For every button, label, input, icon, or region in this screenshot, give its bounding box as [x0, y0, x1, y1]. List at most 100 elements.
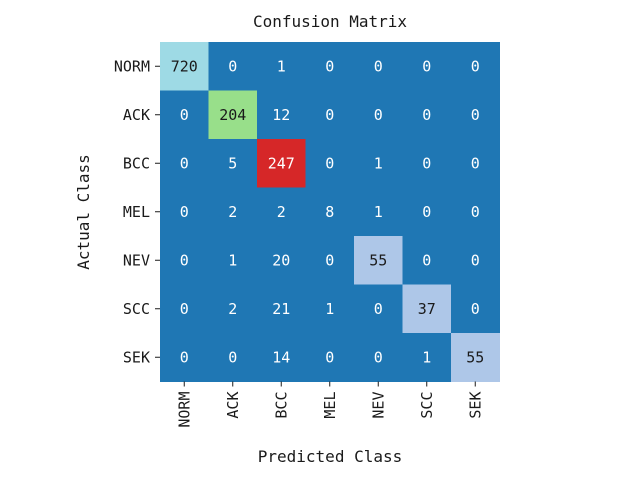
- heatmap-cell-6-4: [354, 333, 403, 382]
- heatmap-cell-3-0: [160, 187, 209, 237]
- cell-value-1-3: 0: [325, 106, 334, 124]
- heatmap-cell-2-0: [160, 139, 209, 188]
- x-tick-label-5: SCC: [418, 392, 436, 419]
- heatmap-cell-6-5: [402, 333, 452, 382]
- heatmap-cell-1-0: [160, 90, 209, 140]
- heatmap-cell-4-3: [305, 236, 355, 285]
- y-tick-label-4: NEV: [123, 251, 150, 269]
- cell-value-5-1: 2: [228, 300, 237, 318]
- cell-value-6-2: 14: [272, 348, 290, 366]
- heatmap-cell-5-1: [208, 284, 258, 334]
- heatmap-cell-6-1: [208, 333, 258, 382]
- cell-value-5-5: 37: [418, 300, 436, 318]
- heatmap-cell-3-1: [208, 187, 258, 237]
- heatmap-cell-3-4: [354, 187, 403, 237]
- cell-value-1-1: 204: [219, 106, 246, 124]
- cell-value-3-2: 2: [277, 203, 286, 221]
- cell-value-0-5: 0: [422, 57, 431, 75]
- heatmap-cell-2-3: [305, 139, 355, 188]
- y-axis-label: Actual Class: [74, 154, 93, 270]
- heatmap-cell-2-6: [451, 139, 500, 188]
- cell-value-1-2: 12: [272, 106, 290, 124]
- heatmap-cell-4-0: [160, 236, 209, 285]
- heatmap-cell-0-4: [354, 42, 403, 91]
- cell-value-0-0: 720: [171, 57, 198, 75]
- heatmap-cell-2-2: [257, 139, 306, 188]
- x-tick-label-1: ACK: [224, 392, 242, 419]
- cell-value-3-3: 8: [325, 203, 334, 221]
- cell-value-2-6: 0: [471, 154, 480, 172]
- x-tick-label-0: NORM: [175, 392, 193, 428]
- heatmap-cell-1-6: [451, 90, 500, 140]
- cell-value-6-3: 0: [325, 348, 334, 366]
- heatmap-cells: 720 0 1 0 0 0 00 204 12 0 0 0 00 5 247 0 1 0 00 2 2 8 1 0 00 1 20 0…: [160, 42, 500, 382]
- cell-value-1-0: 0: [180, 106, 189, 124]
- heatmap-cell-1-1: [208, 90, 258, 140]
- y-tick-label-6: SEK: [123, 348, 150, 366]
- heatmap-cell-6-2: [257, 333, 306, 382]
- heatmap-cell-6-6: [451, 333, 500, 382]
- heatmap-cell-4-2: [257, 236, 306, 285]
- cell-value-5-6: 0: [471, 300, 480, 318]
- cell-value-3-5: 0: [422, 203, 431, 221]
- heatmap-cell-5-5: [402, 284, 452, 334]
- heatmap-cell-0-6: [451, 42, 500, 91]
- cell-value-4-2: 20: [272, 251, 290, 269]
- cell-value-3-4: 1: [374, 203, 383, 221]
- cell-value-3-6: 0: [471, 203, 480, 221]
- heatmap-cell-0-5: [402, 42, 452, 91]
- cell-value-0-1: 0: [228, 57, 237, 75]
- y-tick-label-3: MEL: [123, 203, 150, 221]
- y-tick-label-0: NORM: [114, 57, 150, 75]
- heatmap-cell-3-2: [257, 187, 306, 237]
- y-axis-ticks: NORM ACK BCC MEL NEV SCC SEK: [114, 57, 160, 366]
- heatmap-cell-5-3: [305, 284, 355, 334]
- cell-value-1-5: 0: [422, 106, 431, 124]
- cell-value-6-4: 0: [374, 348, 383, 366]
- heatmap-cell-1-2: [257, 90, 306, 140]
- heatmap-cell-5-0: [160, 284, 209, 334]
- x-tick-label-2: BCC: [272, 392, 290, 419]
- cell-value-6-6: 55: [466, 348, 484, 366]
- heatmap-cell-0-2: [257, 42, 306, 91]
- y-tick-label-1: ACK: [123, 106, 150, 124]
- cell-value-5-0: 0: [180, 300, 189, 318]
- x-axis-ticks: NORM ACK BCC MEL NEV SCC SEK: [175, 381, 484, 428]
- heatmap-cell-1-4: [354, 90, 403, 140]
- cell-value-6-1: 0: [228, 348, 237, 366]
- heatmap-cell-5-4: [354, 284, 403, 334]
- cell-value-2-2: 247: [268, 154, 295, 172]
- heatmap-cell-6-0: [160, 333, 209, 382]
- cell-value-2-4: 1: [374, 154, 383, 172]
- x-tick-label-4: NEV: [369, 392, 387, 419]
- x-tick-label-3: MEL: [321, 392, 339, 419]
- y-tick-label-2: BCC: [123, 154, 150, 172]
- heatmap-cell-4-1: [208, 236, 258, 285]
- heatmap-cell-3-5: [402, 187, 452, 237]
- cell-value-0-4: 0: [374, 57, 383, 75]
- cell-value-2-3: 0: [325, 154, 334, 172]
- heatmap-cell-0-1: [208, 42, 258, 91]
- cell-value-3-0: 0: [180, 203, 189, 221]
- cell-value-5-4: 0: [374, 300, 383, 318]
- cell-value-2-0: 0: [180, 154, 189, 172]
- heatmap-cell-2-4: [354, 139, 403, 188]
- cell-value-4-0: 0: [180, 251, 189, 269]
- cell-value-4-6: 0: [471, 251, 480, 269]
- cell-value-6-5: 1: [422, 348, 431, 366]
- cell-value-2-5: 0: [422, 154, 431, 172]
- heatmap-cell-5-2: [257, 284, 306, 334]
- cell-value-4-1: 1: [228, 251, 237, 269]
- cell-value-5-2: 21: [272, 300, 290, 318]
- cell-value-4-4: 55: [369, 251, 387, 269]
- cell-value-2-1: 5: [228, 154, 237, 172]
- heatmap-cell-1-5: [402, 90, 452, 140]
- y-tick-label-5: SCC: [123, 300, 150, 318]
- cell-value-3-1: 2: [228, 203, 237, 221]
- cell-value-6-0: 0: [180, 348, 189, 366]
- heatmap-cell-0-3: [305, 42, 355, 91]
- heatmap-cell-2-5: [402, 139, 452, 188]
- heatmap-cell-5-6: [451, 284, 500, 334]
- cell-value-4-5: 0: [422, 251, 431, 269]
